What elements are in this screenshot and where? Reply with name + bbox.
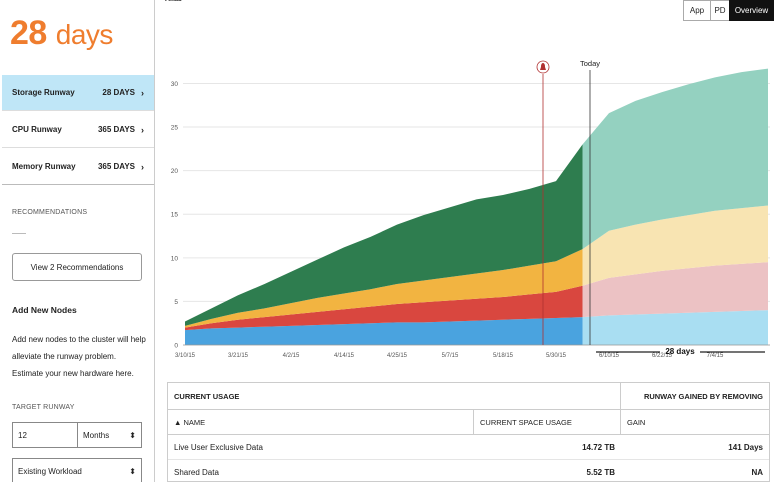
workload-select[interactable]: Existing Workload ⬍ <box>12 458 142 482</box>
table-cell: Shared Data <box>168 460 474 482</box>
menu-label: CPU Runway <box>12 125 62 134</box>
group-header: CURRENT USAGE <box>168 383 621 410</box>
x-tick-label: 3/21/15 <box>228 353 249 359</box>
tab-active[interactable]: Overview <box>729 0 774 21</box>
section-label: TARGET RUNWAY <box>12 404 75 411</box>
page-title: Alias <box>165 0 182 3</box>
x-tick-label: 6/10/15 <box>599 353 620 359</box>
area <box>582 205 768 286</box>
menu-value: 28 DAYS <box>102 88 135 97</box>
workload-value: Existing Workload <box>18 466 82 476</box>
x-tick-label: 4/14/15 <box>334 353 355 359</box>
runway-headline: 28 days <box>10 14 113 53</box>
alert-bell <box>540 63 546 70</box>
section-title: Add New Nodes <box>12 305 77 315</box>
table-cell: 14.72 TB <box>474 435 621 460</box>
unit-select[interactable]: Months ⬍ <box>77 422 142 448</box>
y-tick-label: 20 <box>171 168 179 175</box>
area <box>582 262 768 318</box>
x-tick-label: 5/30/15 <box>546 353 567 359</box>
column-header: GAIN <box>621 410 769 435</box>
y-tick-label: 15 <box>171 212 179 219</box>
x-tick-label: 4/2/15 <box>283 353 300 359</box>
y-tick-label: 10 <box>171 255 179 262</box>
area <box>185 249 583 328</box>
menu-item[interactable]: CPU Runway 365 DAYS › <box>2 112 154 148</box>
menu-label: Storage Runway <box>12 88 75 97</box>
area <box>185 144 583 326</box>
menu-value: 365 DAYS <box>97 125 135 134</box>
x-tick-label: 4/25/15 <box>387 353 408 359</box>
y-tick-label: 25 <box>171 125 179 132</box>
section-label: RECOMMENDATIONS <box>12 209 88 216</box>
area <box>582 310 768 345</box>
x-tick-label: 5/7/15 <box>442 353 459 359</box>
recommendations-button[interactable]: View 2 Recommendations <box>12 253 142 281</box>
table-cell: NA <box>621 460 769 482</box>
menu-label: Memory Runway <box>12 162 76 171</box>
table-cell: 141 Days <box>621 435 769 460</box>
menu-value: 365 DAYS <box>97 162 135 171</box>
y-tick-label: 30 <box>171 81 179 88</box>
group-header: RUNWAY GAINED BY REMOVING <box>621 383 769 410</box>
area <box>185 285 583 331</box>
area <box>185 317 583 345</box>
runway-input[interactable]: 12 <box>12 422 78 448</box>
runway-label: 28 days <box>665 347 695 356</box>
menu-item[interactable]: Storage Runway 28 DAYS › <box>2 75 154 111</box>
column-header: CURRENT SPACE USAGE <box>474 410 621 435</box>
unit-value: Months <box>83 430 110 440</box>
section-text: Add new nodes to the cluster will help a… <box>12 335 146 378</box>
divider <box>12 233 26 234</box>
x-tick-label: 7/4/15 <box>707 353 724 359</box>
y-tick-label: 0 <box>174 343 178 350</box>
sidebar: 28 days Storage Runway 28 DAYS › CPU Runwa… <box>0 0 155 482</box>
x-tick-label: 6/22/15 <box>652 353 673 359</box>
headline-number: 28 <box>10 14 47 52</box>
menu-item[interactable]: Memory Runway 365 DAYS › <box>2 149 154 185</box>
table-cell: Live User Exclusive Data <box>168 435 474 460</box>
x-tick-label: 3/10/15 <box>175 353 196 359</box>
y-tick-label: 5 <box>174 299 178 306</box>
table-cell: 5.52 TB <box>474 460 621 482</box>
usage-table: CURRENT USAGE RUNWAY GAINED BY REMOVING ▲ … <box>167 382 770 482</box>
chart: 0 5 10 15 20 25 30 3/10/15 3/21/15 4/2/15 4/14/15 4… <box>171 59 770 359</box>
x-tick-label: 5/18/15 <box>493 353 514 359</box>
today-label: Today <box>580 59 600 68</box>
headline-unit: days <box>55 19 114 50</box>
column-header: ▲ NAME <box>168 410 474 435</box>
area <box>582 68 768 250</box>
